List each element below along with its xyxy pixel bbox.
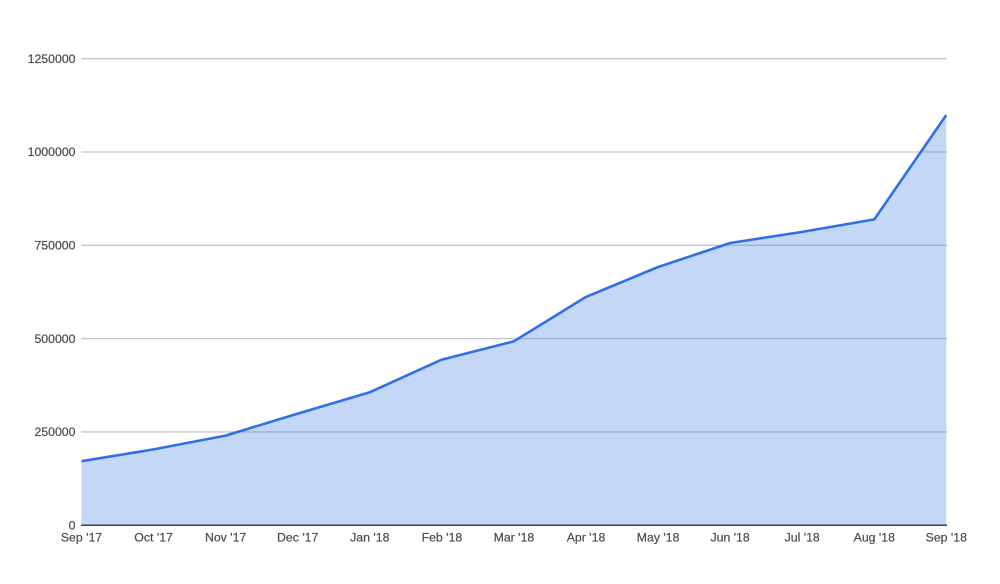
- svg-text:Jan '18: Jan '18: [350, 530, 389, 544]
- svg-text:Oct '17: Oct '17: [134, 530, 173, 544]
- svg-text:Sep '18: Sep '18: [926, 530, 967, 544]
- svg-text:Aug '18: Aug '18: [854, 530, 895, 544]
- svg-text:500000: 500000: [34, 332, 75, 346]
- svg-text:Mar '18: Mar '18: [494, 530, 535, 544]
- svg-text:0: 0: [69, 518, 76, 532]
- svg-text:1250000: 1250000: [28, 52, 76, 66]
- svg-text:1000000: 1000000: [28, 145, 76, 159]
- svg-text:Apr '18: Apr '18: [567, 530, 606, 544]
- svg-text:750000: 750000: [34, 239, 75, 253]
- svg-text:250000: 250000: [34, 425, 75, 439]
- svg-text:Nov '17: Nov '17: [205, 530, 246, 544]
- svg-text:Dec '17: Dec '17: [277, 530, 318, 544]
- svg-text:Sep '17: Sep '17: [61, 530, 102, 544]
- svg-text:Jul '18: Jul '18: [785, 530, 820, 544]
- svg-text:Jun '18: Jun '18: [710, 530, 749, 544]
- svg-text:May '18: May '18: [637, 530, 680, 544]
- svg-text:Feb '18: Feb '18: [422, 530, 463, 544]
